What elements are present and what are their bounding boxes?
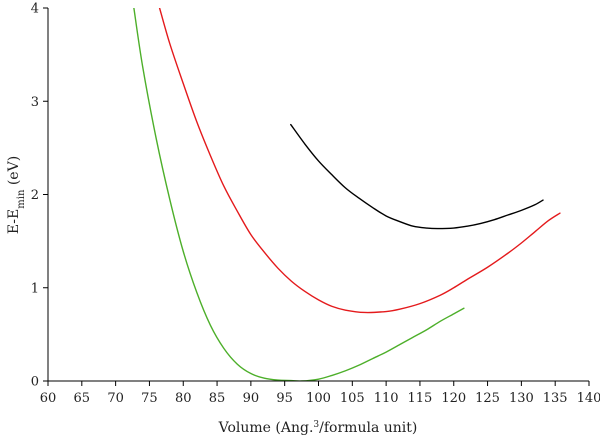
y-tick-label: 0 <box>31 375 39 390</box>
y-axis-title-rest: (eV) <box>6 156 22 190</box>
y-axis-title-main: E-E <box>6 209 22 234</box>
x-tick-label: 110 <box>374 391 399 406</box>
series-line-2 <box>158 8 561 314</box>
x-tick-label: 70 <box>107 391 124 406</box>
x-tick-label: 60 <box>40 391 57 406</box>
series-layer <box>133 8 561 381</box>
x-tick-label: 125 <box>475 391 500 406</box>
x-tick-label: 100 <box>306 391 331 406</box>
x-axis-title: Volume (Ang.3/formula unit) <box>218 420 418 436</box>
x-tick-label: 95 <box>276 391 293 406</box>
x-tick-label: 65 <box>74 391 91 406</box>
x-axis-title-rest: /formula unit) <box>319 420 417 436</box>
x-axis-title-main: Volume (Ang. <box>218 420 314 436</box>
series-line-1 <box>290 123 544 230</box>
x-tick-label: 90 <box>243 391 260 406</box>
x-tick-label: 75 <box>141 391 158 406</box>
x-tick-label: 105 <box>340 391 365 406</box>
y-tick-label: 2 <box>31 188 39 203</box>
ticks-layer: 60 65 70 75 80 85 90 95 100 105 110 115 120 125 130 135… <box>31 2 600 407</box>
x-tick-label: 140 <box>577 391 600 406</box>
axes-layer <box>47 8 589 382</box>
x-tick-label: 130 <box>509 391 534 406</box>
y-tick-label: 3 <box>31 95 39 110</box>
x-tick-label: 115 <box>408 391 433 406</box>
x-axis-title-sup: 3 <box>313 420 319 430</box>
x-tick-label: 120 <box>441 391 466 406</box>
x-tick-label: 135 <box>543 391 568 406</box>
x-tick-label: 80 <box>175 391 192 406</box>
y-tick-label: 1 <box>31 281 39 296</box>
x-tick-label: 85 <box>209 391 226 406</box>
y-tick-label: 4 <box>31 2 39 17</box>
y-axis-title-sub: min <box>16 189 27 209</box>
series-line-3 <box>133 8 465 381</box>
y-axis-title: E-Emin (eV) <box>6 156 27 234</box>
